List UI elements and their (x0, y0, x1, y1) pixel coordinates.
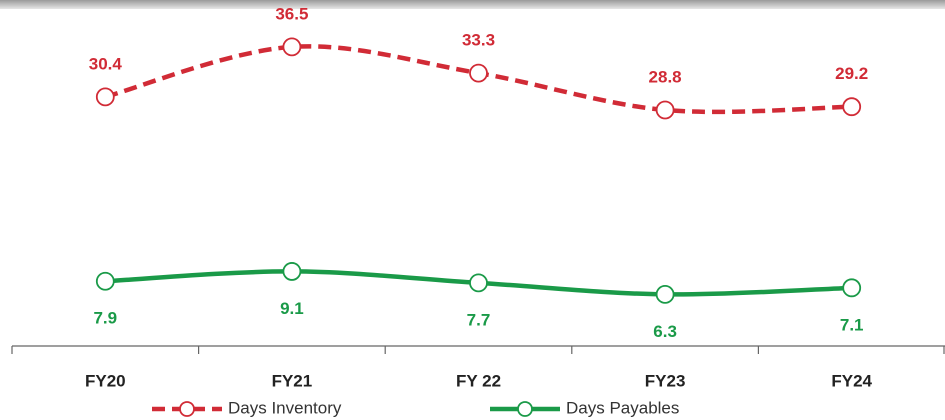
point (469, 63, 488, 83)
data-label: 7.7 (467, 310, 491, 329)
point (842, 97, 862, 117)
point (469, 273, 488, 293)
data-label: 29.2 (835, 64, 868, 83)
point (95, 87, 115, 107)
legend-label: Days Inventory (228, 398, 342, 417)
data-label: 36.5 (275, 4, 308, 23)
x-tick-label: FY23 (645, 371, 686, 390)
legend-marker (179, 401, 195, 417)
legend-label: Days Payables (566, 398, 679, 417)
data-label: 28.8 (649, 67, 682, 86)
data-label: 7.1 (840, 315, 864, 334)
data-label: 30.4 (89, 54, 123, 73)
data-label: 33.3 (462, 31, 495, 50)
data-label: 9.1 (280, 299, 304, 318)
point (282, 37, 302, 57)
data-label: 6.3 (653, 322, 677, 341)
top-border (0, 0, 945, 9)
x-tick-label: FY 22 (456, 371, 501, 390)
data-label: 7.9 (93, 309, 117, 328)
legend-marker (517, 401, 533, 417)
point (655, 100, 675, 120)
point (282, 262, 302, 281)
point (842, 278, 862, 298)
point (655, 284, 675, 304)
point (95, 271, 115, 291)
x-tick-label: FY21 (272, 371, 313, 390)
x-tick-label: FY24 (831, 371, 872, 390)
x-tick-label: FY20 (85, 371, 126, 390)
